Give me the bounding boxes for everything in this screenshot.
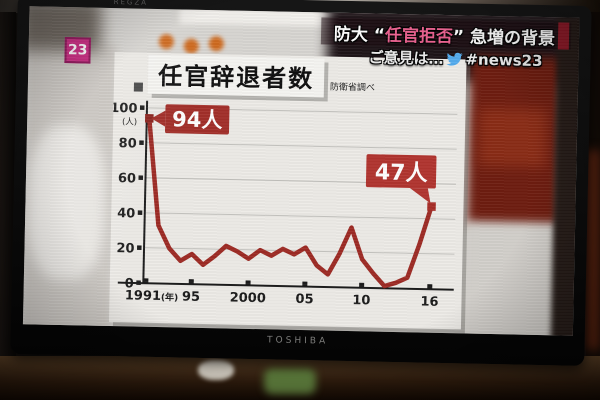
y-tick-mark [139,105,145,111]
y-tick-mark [136,280,141,285]
studio-white-object [25,124,108,281]
tv-frame: REGZA 23 防大 “任官拒否” 急増の背景 ご意見は… #news23 [10,0,592,366]
trend-line [147,118,434,289]
y-tick-mark [137,210,143,215]
y-tick-mark [139,140,144,145]
x-tick-label: 05 [295,292,313,307]
y-tick-mark [137,245,142,250]
y-tick-label: 20 [116,241,134,256]
x-tick-label: 2000 [230,291,266,307]
y-tick-label: 60 [118,171,136,186]
headline-accent-bar [557,22,570,50]
blurred-fruit [158,33,175,50]
x-tick-label: 95 [182,290,200,305]
ticker: ご意見は… #news23 [368,46,543,71]
headline-prefix: 防大 [333,24,369,46]
table-object-green [264,368,316,394]
y-axis-unit: (人) [122,117,137,127]
y-tick-label: 0 [125,276,134,291]
blurred-fruit [183,38,199,54]
tv-screen: 23 防大 “任官拒否” 急増の背景 ご意見は… #news23 任官辞退者数 … [22,6,580,336]
news23-logo: 23 [64,37,91,64]
x-tick-mark [245,280,251,286]
tv-brand-regza: REGZA [113,0,149,7]
x-tick-mark [427,284,433,290]
callout-label: 94人 [172,107,223,132]
chart-plot: 0 20 40 60 80 100(人) 1991(年) 95 2000 05 10 16 94人 47人 [110,100,458,310]
y-tick-label: 100 [110,101,137,117]
room-red-objects [585,150,600,350]
x-tick-mark [188,279,194,285]
x-tick-mark [302,281,308,287]
headline: 防大 “任官拒否” 急増の背景 [334,20,556,50]
x-tick-label: 1991(年) [125,288,179,304]
y-tick-label: 40 [117,206,135,221]
ticker-hashtag: #news23 [465,49,543,70]
x-tick-mark [143,278,149,284]
gridline [145,142,457,150]
callout-pointer [409,188,431,204]
callout-label: 47人 [375,160,428,186]
headline-quote-close: ” [452,27,465,48]
data-point-marker [144,114,154,123]
value-callout [164,104,230,135]
gridline [144,212,456,220]
ticker-text: ご意見は… [368,48,444,68]
headline-suffix: 急増の背景 [469,27,556,50]
x-tick-mark [359,282,365,288]
studio-red-shelf [478,107,548,168]
headline-quoted: 任官拒否 [384,25,454,48]
y-tick-mark [138,175,144,180]
value-callout [365,154,437,189]
table-object-white [198,360,234,380]
blurred-fruit [208,36,224,52]
y-axis [142,100,149,284]
x-tick-label: 16 [420,295,438,310]
x-axis [117,281,454,291]
data-point-marker [427,202,436,211]
y-tick-label: 80 [118,136,136,151]
headline-quote-open: “ [373,25,386,46]
x-tick-label: 10 [352,293,370,308]
twitter-bird-icon [446,52,463,66]
chart-panel: 任官辞退者数 防衛省調べ 0 20 40 60 80 100 (人) 1991(年) 95 200… [108,52,467,330]
callout-pointer [151,110,166,127]
studio-right-desk [460,221,564,336]
